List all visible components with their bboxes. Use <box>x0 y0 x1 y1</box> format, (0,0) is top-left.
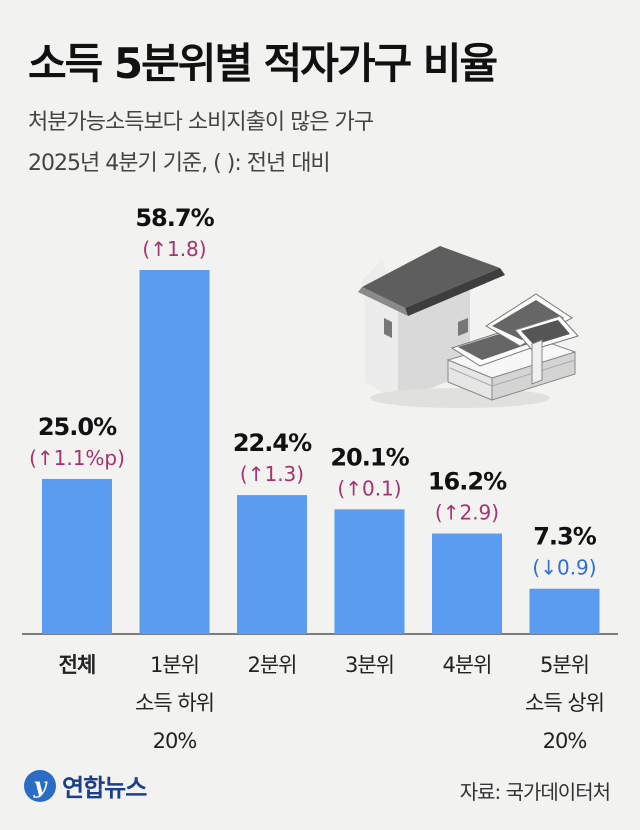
yonhap-logo: y 연합뉴스 <box>24 768 147 803</box>
bar <box>334 509 405 634</box>
value-label: 16.2% <box>428 468 507 496</box>
category-label: 20% <box>543 729 587 753</box>
category-label: 1분위 <box>150 653 199 677</box>
source-note: 자료: 국가데이터처 <box>459 780 611 804</box>
value-label: 58.7% <box>135 204 214 232</box>
category-label: 2분위 <box>247 653 296 677</box>
change-label: (↑0.1) <box>337 476 401 500</box>
change-label: (↑1.1%p) <box>29 446 125 470</box>
category-label: 전체 <box>59 653 96 677</box>
category-label: 5분위 <box>540 653 589 677</box>
change-label: (↓0.9) <box>532 556 596 580</box>
chart-subtitle: 처분가능소득보다 소비지출이 많은 가구 <box>28 110 374 135</box>
logo-text: 연합뉴스 <box>62 774 147 802</box>
bar <box>139 270 210 634</box>
category-label: 20% <box>153 729 197 753</box>
house-money-illustration <box>358 246 579 408</box>
value-label: 20.1% <box>330 443 409 471</box>
logo-mark: y <box>24 769 56 802</box>
category-label: 소득 하위 <box>135 691 214 715</box>
bar <box>432 533 502 634</box>
category-label: 3분위 <box>345 653 394 677</box>
chart-title: 소득 5분위별 적자가구 비율 <box>28 39 498 88</box>
category-label: 소득 상위 <box>525 691 604 715</box>
chart-note: 2025년 4분기 기준, ( ): 전년 대비 <box>28 151 331 176</box>
change-label: (↑2.9) <box>435 501 499 525</box>
value-label: 22.4% <box>233 429 312 457</box>
change-label: (↑1.8) <box>142 237 206 261</box>
value-label: 7.3% <box>533 523 597 551</box>
change-label: (↑1.3) <box>240 462 304 486</box>
bar <box>529 588 600 634</box>
category-label: 4분위 <box>442 653 491 677</box>
bar <box>42 478 112 634</box>
value-label: 25.0% <box>38 413 117 441</box>
bar <box>237 495 307 634</box>
